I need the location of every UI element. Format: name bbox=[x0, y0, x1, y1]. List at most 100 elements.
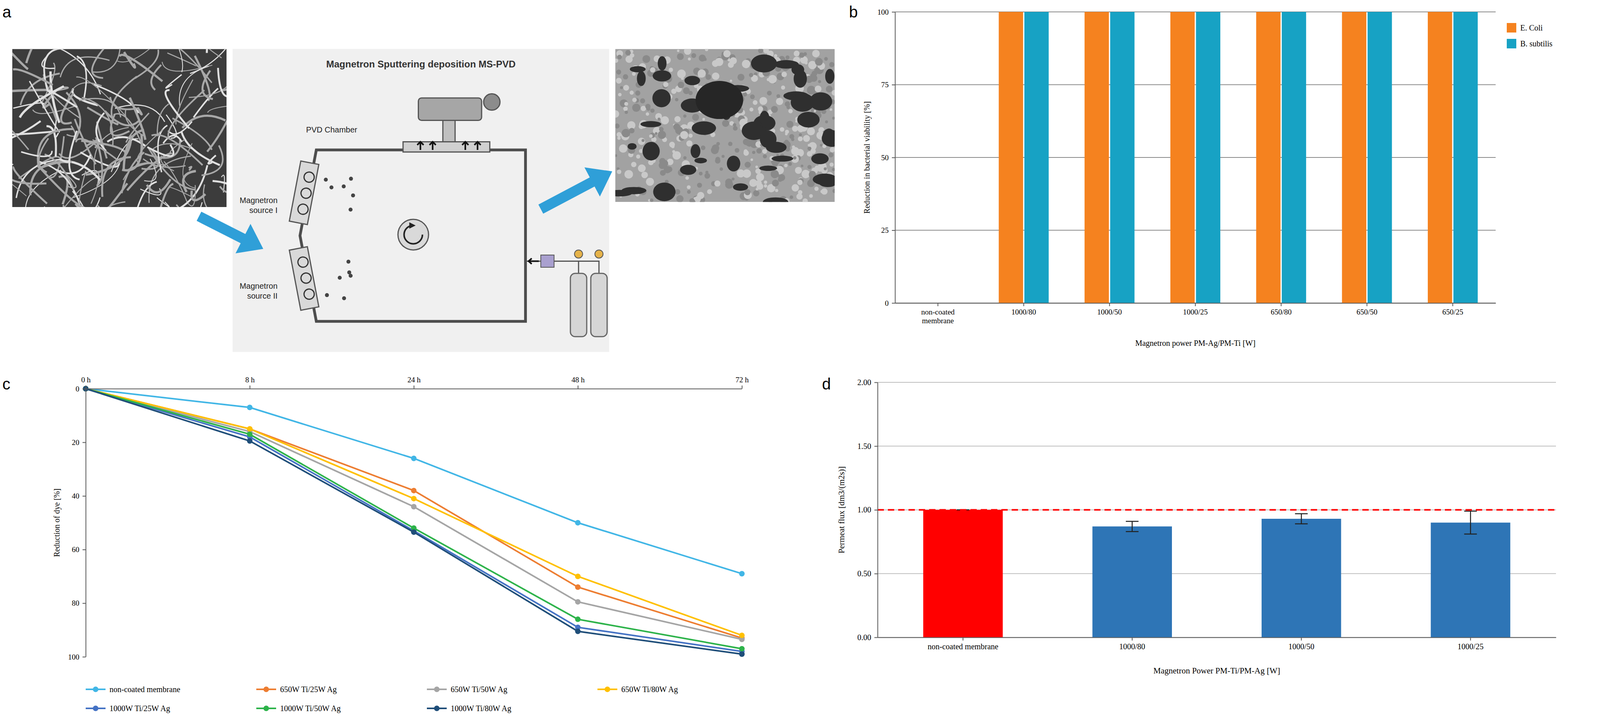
sem-grain bbox=[677, 81, 685, 89]
sem-grain bbox=[814, 85, 822, 93]
label-line: Magnetron bbox=[239, 195, 278, 205]
y-axis: 020406080100 bbox=[68, 384, 87, 662]
sem-grain bbox=[814, 67, 821, 74]
sem-grain bbox=[662, 81, 669, 87]
substrate-holder bbox=[397, 219, 429, 250]
tick-label: 50 bbox=[881, 153, 889, 162]
sem-grain bbox=[660, 159, 669, 168]
sem-grain bbox=[683, 48, 692, 55]
legend-label: 1000W Ti/25W Ag bbox=[109, 704, 171, 714]
sem-fiber bbox=[151, 134, 203, 166]
grid-line bbox=[895, 84, 1496, 86]
sem-grain bbox=[820, 144, 823, 147]
sem-grain bbox=[688, 90, 693, 96]
sem-grain bbox=[766, 78, 771, 82]
sem-grain bbox=[697, 69, 706, 78]
sem-fiber bbox=[104, 110, 139, 126]
sem-grain bbox=[631, 72, 636, 76]
tick-label: non-coated membrane bbox=[927, 642, 999, 652]
sem-grain bbox=[804, 61, 808, 65]
diagram-label: Magnetronsource I bbox=[239, 195, 278, 215]
sem-grain bbox=[697, 72, 703, 78]
lines bbox=[82, 386, 745, 657]
sem-grain bbox=[658, 126, 664, 132]
sem-grain bbox=[615, 123, 620, 129]
tick-label: non-coatedmembrane bbox=[921, 307, 955, 325]
sem-grain bbox=[676, 53, 684, 60]
sem-grain bbox=[725, 178, 733, 186]
sem-pore bbox=[797, 111, 820, 128]
sem-grain bbox=[737, 73, 745, 81]
sem-fiber bbox=[55, 154, 91, 174]
tick-mark bbox=[577, 385, 579, 389]
sem-pore bbox=[653, 182, 676, 202]
sem-grain bbox=[624, 170, 634, 179]
tick: 1000/50 bbox=[1288, 637, 1315, 652]
tick: 20 bbox=[71, 438, 86, 447]
sem-grain bbox=[615, 77, 622, 84]
tick-mark bbox=[891, 84, 896, 86]
x-axis: non-coatedmembrane1000/801000/501000/256… bbox=[895, 303, 1497, 325]
tick: 24 h bbox=[407, 375, 421, 389]
sem-fiber bbox=[48, 90, 78, 108]
sem-grain bbox=[743, 149, 748, 154]
sem-grain bbox=[744, 161, 751, 168]
sem-grain bbox=[657, 130, 667, 139]
series-marker bbox=[739, 570, 745, 577]
sem-grain bbox=[706, 189, 712, 194]
sem-background bbox=[615, 48, 835, 202]
sem-pore bbox=[751, 54, 778, 73]
sem-grain bbox=[679, 130, 689, 140]
sem-pore bbox=[691, 121, 717, 135]
axis-title: Magnetron Power PM-Ti/PM-Ag [W] bbox=[1153, 666, 1280, 676]
sem-fiber bbox=[119, 54, 163, 82]
sem-fiber bbox=[131, 181, 157, 208]
tick: 1000/50 bbox=[1097, 303, 1122, 317]
sem-fiber bbox=[37, 128, 74, 168]
grid-line bbox=[895, 157, 1496, 158]
sem-grain bbox=[674, 189, 681, 195]
sem-grain bbox=[831, 116, 835, 120]
sem-grain bbox=[832, 188, 835, 194]
sem-grain bbox=[668, 67, 673, 73]
sem-grain bbox=[625, 55, 633, 63]
tick: 80 bbox=[71, 599, 86, 608]
sem-fiber bbox=[75, 203, 104, 208]
sem-pore bbox=[652, 70, 672, 82]
magnetron bbox=[289, 161, 319, 225]
sem-grain bbox=[683, 156, 687, 160]
sem-grain bbox=[650, 108, 655, 114]
magnet bbox=[297, 203, 310, 216]
sem-grain bbox=[688, 133, 693, 138]
sem-grain bbox=[648, 159, 654, 166]
legend-swatch bbox=[1506, 23, 1517, 33]
cylinder-regulator bbox=[594, 249, 604, 259]
tick-label: 0 bbox=[885, 299, 890, 308]
tick-label: 1.00 bbox=[857, 505, 872, 515]
sem-grain bbox=[676, 49, 680, 52]
sem-grain bbox=[829, 162, 834, 167]
tick-mark bbox=[413, 385, 415, 389]
sem-grain bbox=[714, 180, 721, 187]
sem-grain bbox=[700, 145, 706, 151]
sem-grain bbox=[704, 48, 709, 51]
sem-grain bbox=[759, 96, 768, 105]
sem-grain bbox=[673, 123, 680, 131]
tick: 100 bbox=[877, 7, 896, 17]
bar bbox=[1170, 11, 1195, 304]
sem-fiber bbox=[13, 103, 44, 109]
sem-grain bbox=[831, 90, 835, 96]
sem-grain bbox=[752, 100, 758, 106]
sem-fiber bbox=[129, 97, 146, 140]
sem-grain bbox=[645, 112, 650, 116]
sputter-particle bbox=[341, 296, 346, 301]
sem-grain bbox=[829, 61, 835, 68]
tick-label: 650/25 bbox=[1442, 307, 1464, 317]
panel-d: 0.000.501.001.502.00non-coated membrane1… bbox=[836, 378, 1557, 676]
flow-arrow bbox=[462, 142, 469, 151]
sem-grain bbox=[814, 186, 819, 191]
sem-grain bbox=[723, 49, 731, 58]
sem-fiber bbox=[175, 79, 193, 125]
sem-grain bbox=[729, 79, 732, 83]
tick-label: 8 h bbox=[245, 375, 255, 385]
